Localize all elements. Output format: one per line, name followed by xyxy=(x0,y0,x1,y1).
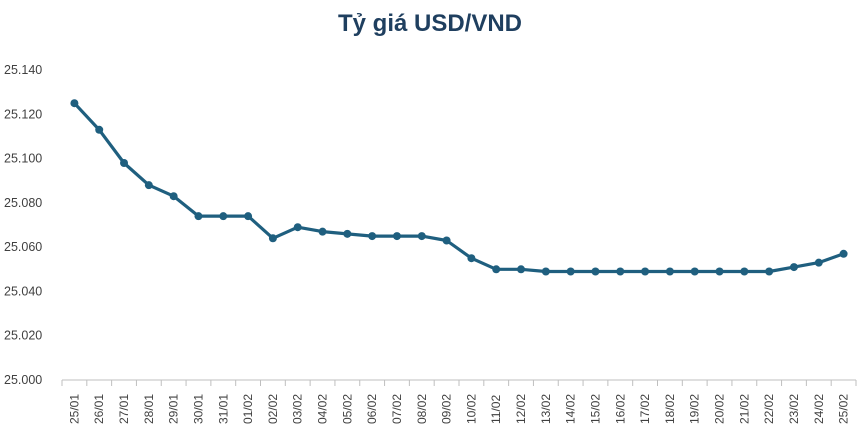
data-point xyxy=(814,258,823,267)
data-point xyxy=(789,263,798,272)
data-point xyxy=(368,232,377,241)
data-point xyxy=(765,267,774,276)
data-point xyxy=(244,212,253,221)
data-point xyxy=(442,236,451,245)
x-tick-label: 01/02 xyxy=(241,394,255,424)
y-tick-label: 25.060 xyxy=(4,240,42,254)
series-line xyxy=(72,101,846,274)
x-tick-label: 23/02 xyxy=(787,394,801,424)
x-tick-label: 22/02 xyxy=(762,394,776,424)
data-point xyxy=(219,212,228,221)
data-point xyxy=(839,249,848,258)
y-tick-label: 25.040 xyxy=(4,284,42,298)
x-tick-label: 14/02 xyxy=(564,394,578,424)
x-tick-label: 05/02 xyxy=(340,394,354,424)
y-tick-label: 25.020 xyxy=(4,329,42,343)
x-tick-label: 15/02 xyxy=(588,394,602,424)
data-point xyxy=(95,125,104,134)
x-tick-label: 24/02 xyxy=(812,394,826,424)
data-point xyxy=(417,232,426,241)
x-tick-label: 11/02 xyxy=(489,395,503,424)
x-tick-label: 04/02 xyxy=(316,394,330,424)
x-tick-label: 07/02 xyxy=(390,394,404,424)
x-tick-label: 25/01 xyxy=(67,394,81,424)
x-tick-label: 12/02 xyxy=(514,394,528,424)
data-point xyxy=(665,267,674,276)
data-point xyxy=(641,267,650,276)
x-tick-label: 02/02 xyxy=(266,394,280,424)
data-point xyxy=(517,265,526,274)
x-tick-label: 06/02 xyxy=(365,394,379,424)
x-tick-label: 26/01 xyxy=(92,394,106,424)
data-point xyxy=(318,227,327,236)
y-tick-label: 25.000 xyxy=(4,373,42,387)
data-point xyxy=(293,223,302,232)
y-tick-label: 25.100 xyxy=(4,152,42,166)
x-tick-label: 03/02 xyxy=(291,394,305,424)
y-tick-label: 25.140 xyxy=(4,63,42,77)
data-point xyxy=(492,265,501,274)
data-point xyxy=(566,267,575,276)
data-point xyxy=(690,267,699,276)
data-point xyxy=(715,267,724,276)
data-point xyxy=(392,232,401,241)
x-tick-label: 16/02 xyxy=(613,394,627,424)
data-point xyxy=(268,234,277,243)
data-point xyxy=(194,212,203,221)
data-point xyxy=(343,229,352,238)
data-point xyxy=(541,267,550,276)
data-point xyxy=(144,181,153,190)
data-point xyxy=(740,267,749,276)
data-point xyxy=(120,159,129,167)
x-tick-label: 20/02 xyxy=(713,394,727,424)
x-tick-label: 29/01 xyxy=(167,394,181,424)
data-point xyxy=(70,99,79,108)
x-tick-label: 21/02 xyxy=(737,394,751,424)
y-tick-label: 25.120 xyxy=(4,107,42,121)
x-tick-label: 18/02 xyxy=(663,394,677,424)
y-tick-label: 25.080 xyxy=(4,196,42,210)
x-tick-label: 08/02 xyxy=(415,394,429,424)
x-tick-label: 27/01 xyxy=(117,394,131,424)
x-tick-label: 30/01 xyxy=(191,394,205,424)
x-tick-label: 17/02 xyxy=(638,394,652,424)
x-tick-label: 09/02 xyxy=(440,394,454,424)
data-point xyxy=(616,267,625,276)
data-point xyxy=(169,192,178,201)
x-tick-label: 13/02 xyxy=(539,394,553,424)
x-tick-label: 25/02 xyxy=(837,394,851,424)
data-point xyxy=(591,267,600,276)
chart-title: Tỷ giá USD/VND xyxy=(337,10,523,37)
x-tick-label: 19/02 xyxy=(688,394,702,424)
x-tick-label: 28/01 xyxy=(142,394,156,424)
data-point xyxy=(467,254,476,263)
x-tick-label: 31/01 xyxy=(216,394,230,424)
x-tick-label: 10/02 xyxy=(464,394,478,424)
